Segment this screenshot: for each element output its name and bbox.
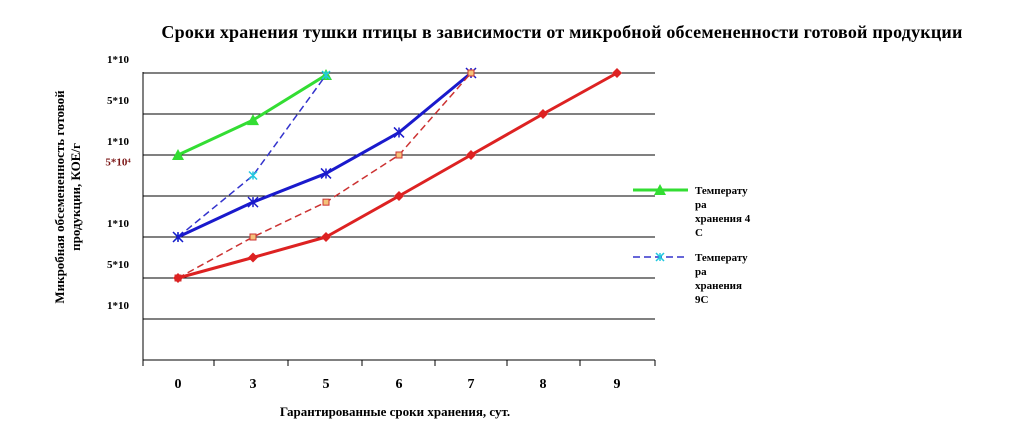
data-point xyxy=(320,167,332,179)
data-point xyxy=(248,252,258,263)
data-point xyxy=(395,151,403,159)
legend-entry-2: Температу ра хранения 9С xyxy=(633,252,748,306)
y-tick-labels: 1*10 5*10 1*10 5*10⁴ 1*10 5*10 1*10 xyxy=(105,54,131,312)
series-2 xyxy=(173,70,331,242)
data-point xyxy=(172,149,184,160)
data-series xyxy=(172,67,622,283)
y-axis-label: Микробная обсемененность готовой продукц… xyxy=(52,90,83,304)
data-point xyxy=(248,170,258,181)
y-tick-label: 1*10 xyxy=(107,218,130,230)
series-line xyxy=(177,74,327,238)
legend-marker xyxy=(654,184,666,195)
chart-title: Сроки хранения тушки птицы в зависимости… xyxy=(161,22,963,42)
data-point xyxy=(467,69,475,77)
x-tick-labels: 0 3 5 6 7 8 9 xyxy=(175,377,621,392)
data-point xyxy=(393,126,405,138)
series-line xyxy=(177,73,327,157)
y-tick-label: 5*10 xyxy=(107,259,130,271)
series-5 xyxy=(173,68,622,283)
series-line xyxy=(177,71,618,280)
data-point xyxy=(173,273,183,283)
y-tick-label: 1*10 xyxy=(107,54,130,66)
x-tick-label: 7 xyxy=(468,377,475,392)
legend-label: ра xyxy=(695,199,707,211)
y-tick-label: 1*10 xyxy=(107,136,130,148)
x-axis-label: Гарантированные сроки хранения, сут. xyxy=(279,404,511,419)
y-tick-label: 1*10 xyxy=(107,300,130,312)
data-point xyxy=(249,233,257,241)
legend-marker xyxy=(655,252,665,262)
axes xyxy=(142,72,656,366)
data-point xyxy=(321,70,331,80)
data-point xyxy=(247,114,259,126)
legend-label: Температу xyxy=(695,185,748,197)
x-tick-label: 9 xyxy=(614,377,621,392)
legend-label: хранения 4 xyxy=(695,213,751,225)
y-tick-label: 5*10⁴ xyxy=(105,157,131,169)
data-point xyxy=(394,191,404,201)
x-tick-label: 3 xyxy=(250,377,257,392)
legend-label: 9С xyxy=(695,294,709,306)
legend-label: Температу xyxy=(695,252,748,264)
legend-label: хранения xyxy=(695,280,742,292)
data-point xyxy=(612,68,622,78)
y-axis-label-container: Микробная обсемененность готовой продукц… xyxy=(48,72,88,322)
x-tick-label: 5 xyxy=(323,377,330,392)
data-point xyxy=(538,109,548,119)
legend-label: ра xyxy=(695,266,707,278)
series-1 xyxy=(172,69,332,160)
x-tick-label: 6 xyxy=(396,377,403,392)
legend: Температу ра хранения 4 С Температу ра хранени… xyxy=(633,184,751,306)
y-tick-label: 5*10 xyxy=(107,95,130,107)
legend-entry-1: Температу ра хранения 4 С xyxy=(633,184,751,239)
x-tick-label: 8 xyxy=(540,377,547,392)
x-tick-label: 0 xyxy=(175,377,182,392)
data-point xyxy=(172,231,184,243)
data-point xyxy=(321,232,331,242)
data-point xyxy=(322,198,330,206)
legend-label: С xyxy=(695,227,703,239)
data-point xyxy=(247,196,259,208)
data-point xyxy=(466,150,476,160)
